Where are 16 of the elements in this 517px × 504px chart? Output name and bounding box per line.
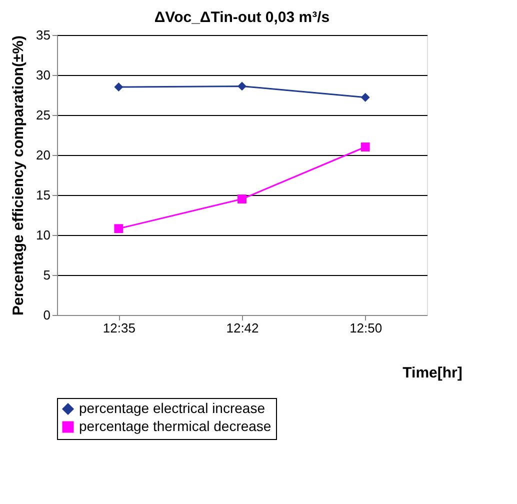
- y-tick-label: 0: [43, 308, 50, 322]
- y-tick-label: 15: [36, 188, 50, 202]
- x-axis-title: Time[hr]: [402, 364, 462, 382]
- y-tick-label: 35: [36, 28, 50, 42]
- y-tick-label: 20: [36, 148, 50, 162]
- legend-label: percentage thermical decrease: [79, 418, 272, 434]
- y-tick-label: 30: [36, 68, 50, 82]
- y-tick-label: 10: [36, 228, 50, 242]
- legend-label: percentage electrical increase: [79, 400, 266, 416]
- x-tick-label: 12:35: [102, 320, 136, 336]
- y-axis-title: Percentage efficiency comparation(±%): [10, 36, 28, 316]
- x-tick-label: 12:42: [226, 320, 259, 336]
- y-tick-label: 5: [43, 268, 50, 282]
- x-tick-label: 12:50: [350, 320, 382, 336]
- y-tick-label: 25: [36, 108, 50, 122]
- chart-title: ΔVoc_ΔTin-out 0,03 m³/s: [154, 9, 330, 26]
